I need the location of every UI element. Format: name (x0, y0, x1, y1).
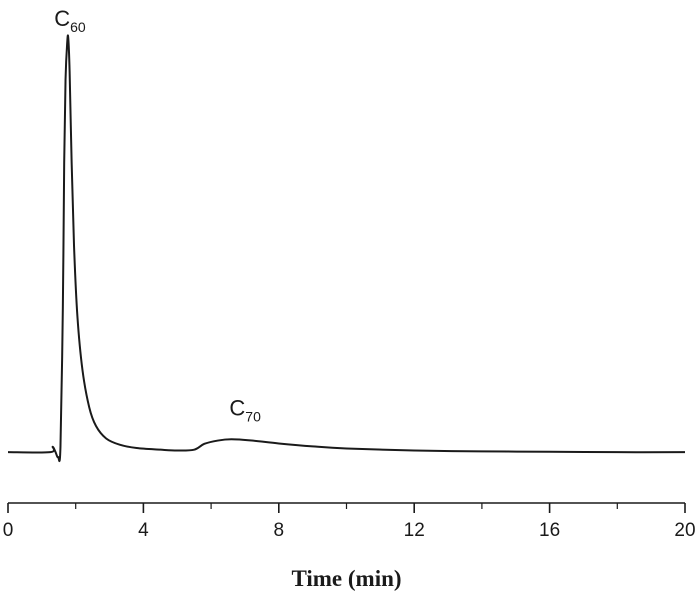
peak-label-subscript: 70 (245, 408, 261, 424)
x-tick-label: 0 (3, 520, 14, 541)
peak-label-c70: C70 (229, 395, 261, 424)
x-axis-label: Time (min) (291, 566, 401, 591)
x-ticks (7, 503, 686, 513)
peak-label-c60: C60 (54, 6, 86, 35)
x-tick-label: 20 (674, 520, 695, 541)
peak-label-base: C (54, 6, 70, 31)
x-axis: 0 4 8 12 16 20 (3, 502, 696, 541)
x-tick-labels: 0 4 8 12 16 20 (3, 520, 696, 541)
x-tick-label: 8 (274, 520, 285, 541)
x-tick-label: 12 (404, 520, 425, 541)
x-tick-label: 16 (539, 520, 560, 541)
peak-label-subscript: 60 (70, 19, 86, 35)
peak-label-base: C (229, 395, 245, 420)
series-line (7, 34, 686, 462)
x-tick-label: 4 (138, 520, 149, 541)
